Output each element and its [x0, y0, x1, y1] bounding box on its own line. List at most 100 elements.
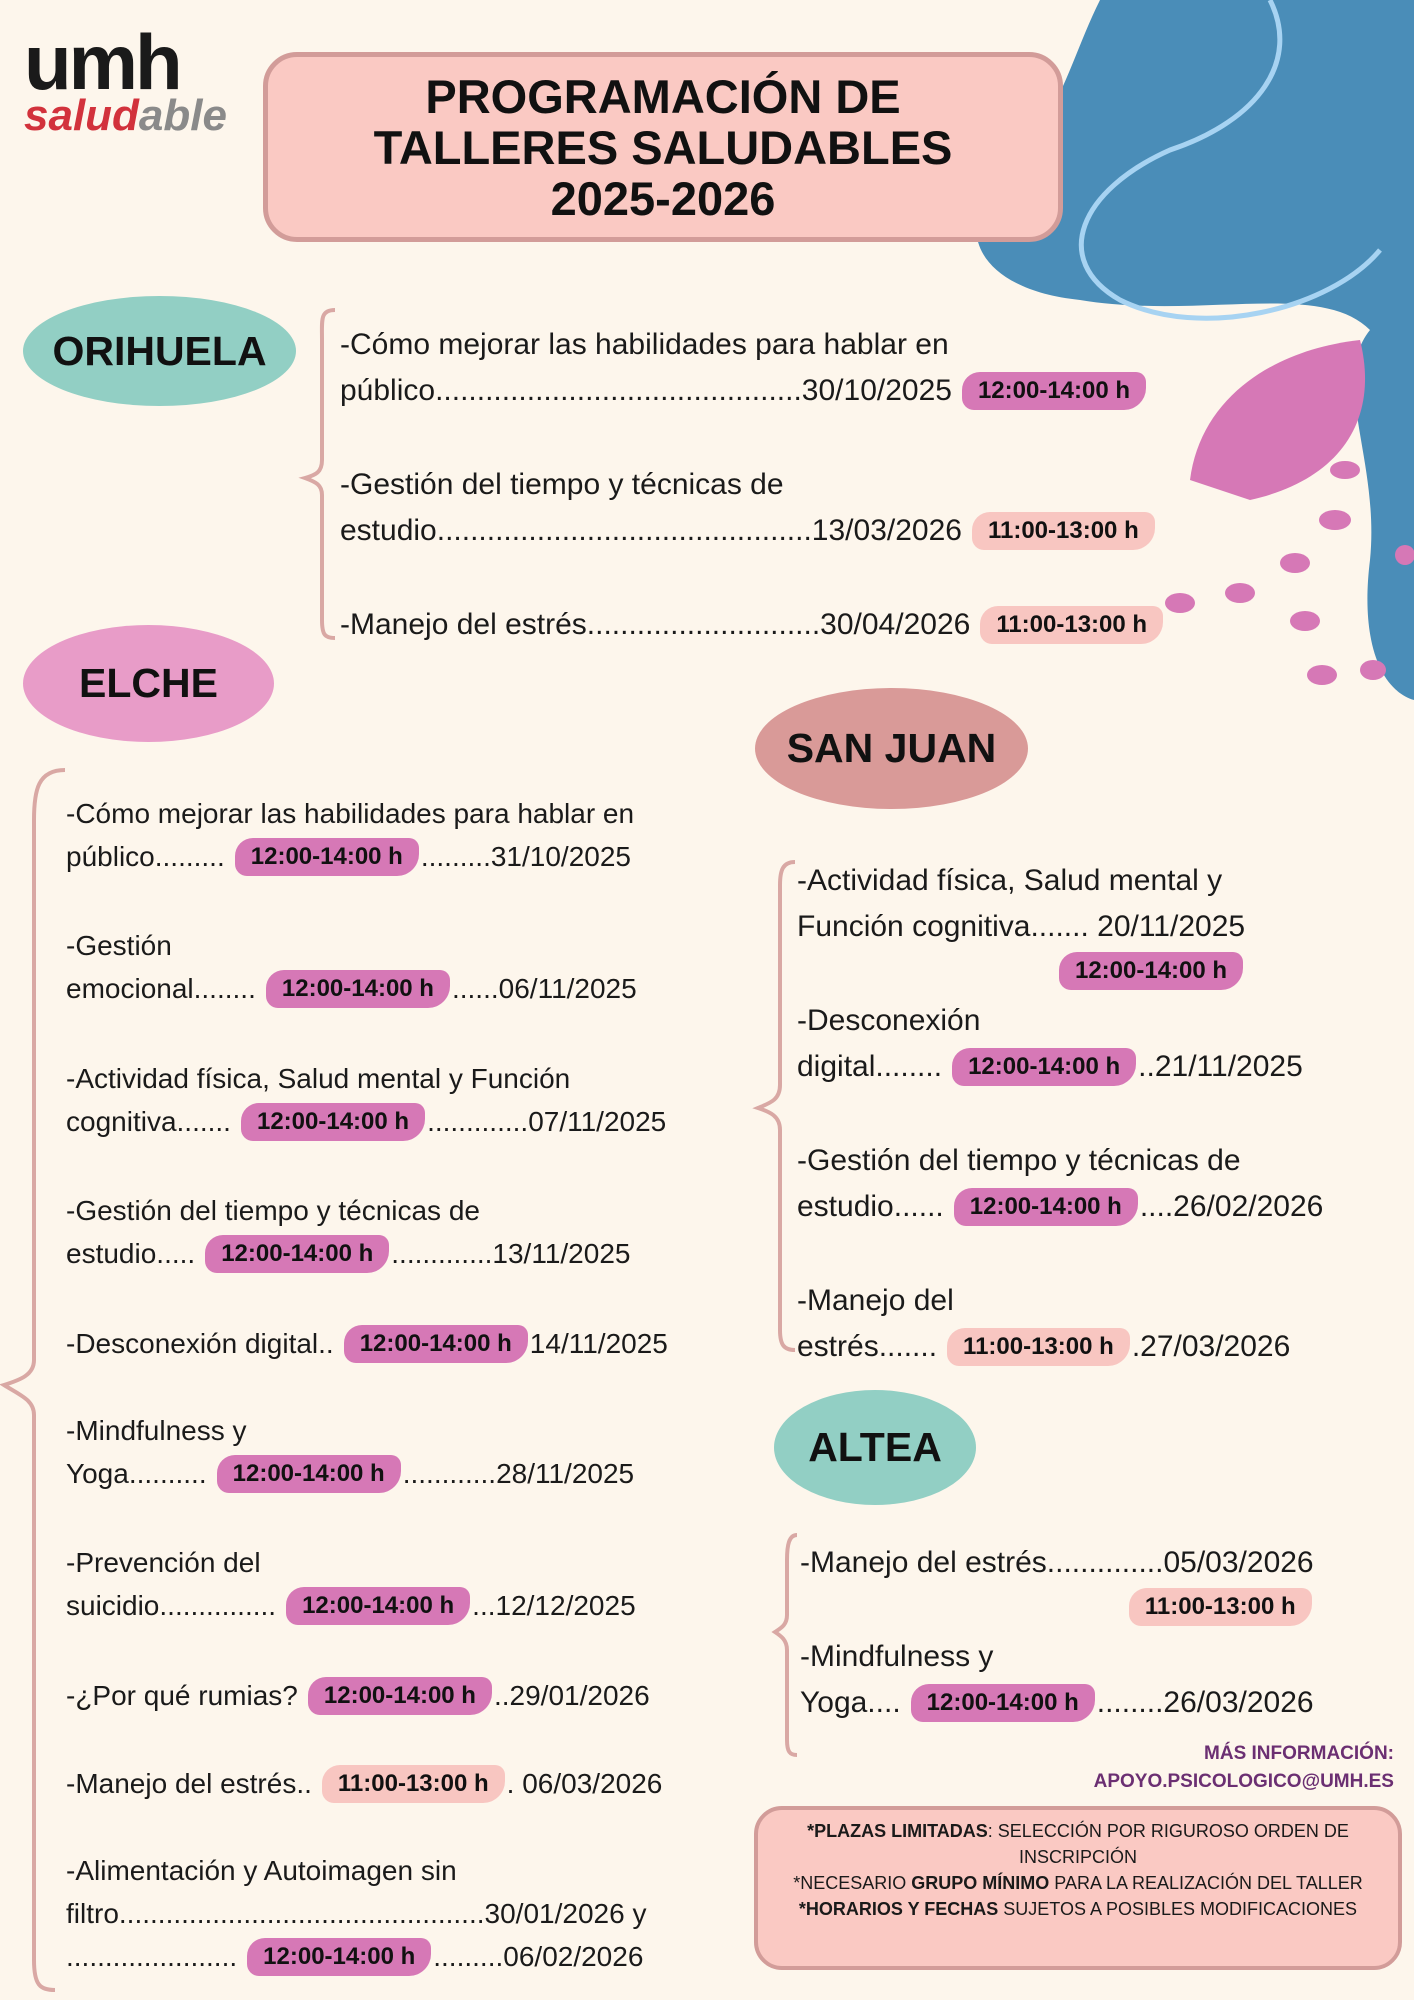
- workshop: -Mindfulness y Yoga.... 12:00-14:00 h.....…: [800, 1634, 1314, 1726]
- workshop: -Cómo mejorar las habilidades para habla…: [66, 792, 634, 878]
- workshop: -Gestión del tiempo y técnicas de estudio…: [797, 1138, 1323, 1230]
- badge-row: 12:00-14:00 h: [797, 952, 1245, 990]
- workshop-line: público.................................…: [340, 374, 952, 407]
- workshop: -Mindfulness y Yoga.......... 12:00-14:00 …: [66, 1409, 634, 1495]
- workshop-row: público......... 12:00-14:00 h .........31…: [66, 835, 634, 878]
- workshop-line: Yoga....: [800, 1686, 901, 1719]
- note-part: GRUPO MÍNIMO: [911, 1873, 1050, 1893]
- workshop-row: -Desconexión digital.. 12:00-14:00 h 14/11…: [66, 1322, 668, 1365]
- info: MÁS INFORMACIÓN: APOYO.PSICOLOGICO@UMH.E…: [1094, 1740, 1394, 1796]
- time-badge: 12:00-14:00 h: [286, 1586, 471, 1625]
- workshop-line: -Cómo mejorar las habilidades para habla…: [340, 328, 949, 361]
- workshop-line: estudio.................................…: [340, 514, 962, 547]
- time-badge: 12:00-14:00 h: [952, 1048, 1137, 1086]
- workshop-line: estudio.....: [66, 1238, 196, 1269]
- workshop-line: -Manejo del estrés..............05/03/20…: [800, 1546, 1314, 1579]
- workshop-date: .............13/11/2025: [391, 1238, 631, 1269]
- workshop-line: digital........: [797, 1050, 943, 1083]
- note-part: PARA LA REALIZACIÓN DEL TALLER: [1049, 1873, 1363, 1893]
- workshop: -Desconexión digital........ 12:00-14:00 h…: [797, 998, 1303, 1090]
- workshop-date: ..21/11/2025: [1138, 1050, 1303, 1083]
- workshop: -Cómo mejorar las habilidades para habla…: [340, 322, 1148, 414]
- section-pill: SAN JUAN: [755, 688, 1028, 809]
- workshop-row: -Manejo del estrés......................…: [340, 602, 1165, 648]
- title-line: TALLERES SALUDABLES: [373, 120, 953, 174]
- note: *NECESARIO GRUPO MÍNIMO PARA LA REALIZAC…: [772, 1870, 1384, 1896]
- braces: [0, 308, 798, 1992]
- note-part: *HORARIOS Y FECHAS: [798, 1899, 999, 1919]
- workshop-row: estudio.................................…: [340, 508, 1157, 554]
- notes-box: *PLAZAS LIMITADAS: SELECCIÓN POR RIGUROS…: [754, 1806, 1402, 1970]
- note-part: *NECESARIO: [793, 1873, 912, 1893]
- title-box: PROGRAMACIÓN DE TALLERES SALUDABLES 2025-2…: [263, 52, 1063, 242]
- info-email[interactable]: APOYO.PSICOLOGICO@UMH.ES: [1093, 1771, 1394, 1792]
- time-badge: 12:00-14:00 h: [265, 969, 450, 1008]
- workshop-row: -Manejo del estrés.. 11:00-13:00 h. 06/03…: [66, 1762, 662, 1805]
- workshop-row: suicidio............... 12:00-14:00 h ...1…: [66, 1584, 636, 1627]
- workshop-line: filtro..................................…: [66, 1898, 647, 1929]
- workshop-row: -¿Por qué rumias? 12:00-14:00 h ..29/01/20…: [66, 1674, 650, 1717]
- time-badge: 12:00-14:00 h: [1058, 952, 1244, 990]
- time-badge: 12:00-14:00 h: [205, 1234, 390, 1273]
- time-badge: 12:00-14:00 h: [961, 372, 1147, 410]
- workshop-line: -Prevención del: [66, 1547, 261, 1578]
- workshop-date: .............07/11/2025: [427, 1106, 667, 1137]
- workshop-line: -Alimentación y Autoimagen sin: [66, 1855, 457, 1886]
- workshop-row: cognitiva....... 12:00-14:00 h...........…: [66, 1100, 666, 1143]
- note: *HORARIOS Y FECHAS SUJETOS A POSIBLES MO…: [772, 1896, 1384, 1922]
- workshop-line: -Mindfulness y: [800, 1640, 994, 1673]
- time-badge: 12:00-14:00 h: [216, 1454, 401, 1493]
- workshop: -Prevención del suicidio............... 12…: [66, 1541, 636, 1627]
- workshop: -Manejo del estrés......................…: [340, 602, 1165, 648]
- workshop-line: emocional........: [66, 973, 256, 1004]
- workshop-row: Yoga.......... 12:00-14:00 h ............2…: [66, 1452, 634, 1495]
- time-badge: 11:00-13:00 h: [947, 1328, 1130, 1366]
- workshop-line: -Desconexión: [797, 1004, 981, 1037]
- time-badge: 12:00-14:00 h: [234, 837, 419, 876]
- workshop-date: ........26/03/2026: [1096, 1686, 1314, 1719]
- workshop-line: estrés.......: [797, 1330, 938, 1363]
- note-part: : SELECCIÓN POR RIGUROSO ORDEN DE INSCRI…: [987, 1821, 1349, 1867]
- time-badge: 12:00-14:00 h: [307, 1676, 492, 1715]
- logo-bottom: saludable: [24, 94, 227, 138]
- workshop-line: estudio......: [797, 1190, 944, 1223]
- workshop-row: estrés....... 11:00-13:00 h .27/03/2026: [797, 1324, 1290, 1370]
- note-part: *PLAZAS LIMITADAS: [807, 1821, 988, 1841]
- workshop-line: público.........: [66, 841, 225, 872]
- workshop-line: -Manejo del estrés..: [66, 1768, 312, 1799]
- workshop-row: público.................................…: [340, 368, 1148, 414]
- logo-bottom-a: salud: [24, 91, 139, 140]
- pink-blob: [1190, 340, 1366, 500]
- workshop-row: emocional........ 12:00-14:00 h ......06/1…: [66, 967, 637, 1010]
- workshop-line: -Manejo del estrés......................…: [340, 608, 971, 641]
- workshop-line: -Actividad física, Salud mental y Funció…: [66, 1063, 571, 1094]
- badge-row: 11:00-13:00 h: [800, 1588, 1314, 1626]
- workshop-row: Yoga.... 12:00-14:00 h ........26/03/2026: [800, 1680, 1314, 1726]
- workshop-line: -Gestión del tiempo y técnicas de: [66, 1195, 480, 1226]
- dots: [1165, 461, 1414, 685]
- workshop-line: -Desconexión digital..: [66, 1328, 334, 1359]
- workshop-line: cognitiva.......: [66, 1106, 231, 1137]
- time-badge: 11:00-13:00 h: [980, 606, 1164, 644]
- time-badge: 12:00-14:00 h: [953, 1188, 1138, 1226]
- blue-blob: [976, 0, 1414, 700]
- time-badge: 11:00-13:00 h: [321, 1764, 505, 1803]
- workshop-date: 14/11/2025: [529, 1328, 668, 1359]
- workshop-row: Función cognitiva....... 20/11/2025: [797, 904, 1245, 950]
- workshop-line: -¿Por qué rumias?: [66, 1680, 298, 1711]
- section-pill: ELCHE: [23, 625, 274, 742]
- workshop: -Gestión del tiempo y técnicas de estudio…: [340, 462, 1157, 554]
- logo-bottom-b: able: [138, 91, 227, 140]
- workshop-row: ...................... 12:00-14:00 h.....…: [66, 1935, 646, 1978]
- workshop: -Alimentación y Autoimagen sin filtro....…: [66, 1849, 646, 1978]
- workshop: -Manejo del estrés.. 11:00-13:00 h. 06/03…: [66, 1762, 662, 1805]
- workshop: -Actividad física, Salud mental y Funció…: [66, 1057, 666, 1143]
- workshop: -Manejo del estrés..............05/03/20…: [800, 1540, 1314, 1626]
- time-badge: 11:00-13:00 h: [1128, 1588, 1312, 1626]
- workshop-row: estudio..... 12:00-14:00 h .............13…: [66, 1232, 630, 1275]
- time-badge: 12:00-14:00 h: [240, 1102, 426, 1141]
- workshop-line: -Mindfulness y: [66, 1415, 247, 1446]
- note: *PLAZAS LIMITADAS: SELECCIÓN POR RIGUROS…: [772, 1818, 1384, 1870]
- time-badge: 12:00-14:00 h: [247, 1937, 432, 1976]
